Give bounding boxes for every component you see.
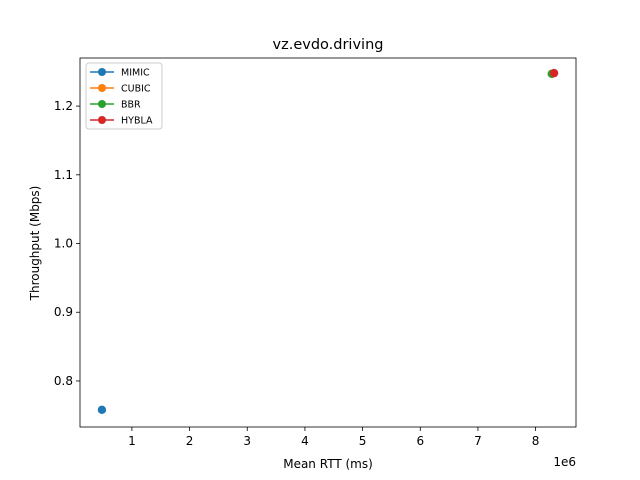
legend-marker-bbr [98, 100, 106, 108]
data-point-hybla [549, 68, 559, 78]
y-tick-label: 1.0 [54, 237, 73, 251]
x-tick-label: 3 [243, 434, 251, 448]
y-tick-label: 0.9 [54, 305, 73, 319]
legend-label-mimic: MIMIC [121, 68, 150, 79]
x-tick-label: 5 [359, 434, 367, 448]
data-point-mimic [97, 405, 107, 415]
legend: MIMIC CUBIC BBR HYBLA [85, 62, 163, 130]
plot-frame [79, 57, 577, 428]
x-axis-label: Mean RTT (ms) [283, 457, 373, 471]
x-tick-label: 2 [186, 434, 194, 448]
legend-box [85, 62, 163, 130]
x-tick-label: 7 [474, 434, 482, 448]
y-tick-label: 0.8 [54, 374, 73, 388]
legend-marker-cubic [98, 84, 106, 92]
legend-label-hybla: HYBLA [121, 116, 153, 127]
x-axis: 1 2 3 4 5 6 7 8 [128, 427, 539, 448]
legend-marker-hybla [98, 116, 106, 124]
x-tick-label: 1 [128, 434, 136, 448]
legend-marker-mimic [98, 68, 106, 76]
x-tick-label: 6 [416, 434, 424, 448]
plot-area [97, 68, 559, 415]
x-tick-label: 4 [301, 434, 309, 448]
legend-label-cubic: CUBIC [121, 84, 151, 95]
x-axis-offset-label: 1e6 [553, 455, 576, 469]
y-tick-label: 1.1 [54, 168, 73, 182]
y-axis: 0.8 0.9 1.0 1.1 1.2 [54, 99, 80, 388]
chart-title: vz.evdo.driving [273, 37, 384, 53]
y-axis-label: Throughput (Mbps) [28, 186, 42, 302]
x-tick-label: 8 [532, 434, 540, 448]
legend-label-bbr: BBR [121, 100, 141, 111]
y-tick-label: 1.2 [54, 99, 73, 113]
